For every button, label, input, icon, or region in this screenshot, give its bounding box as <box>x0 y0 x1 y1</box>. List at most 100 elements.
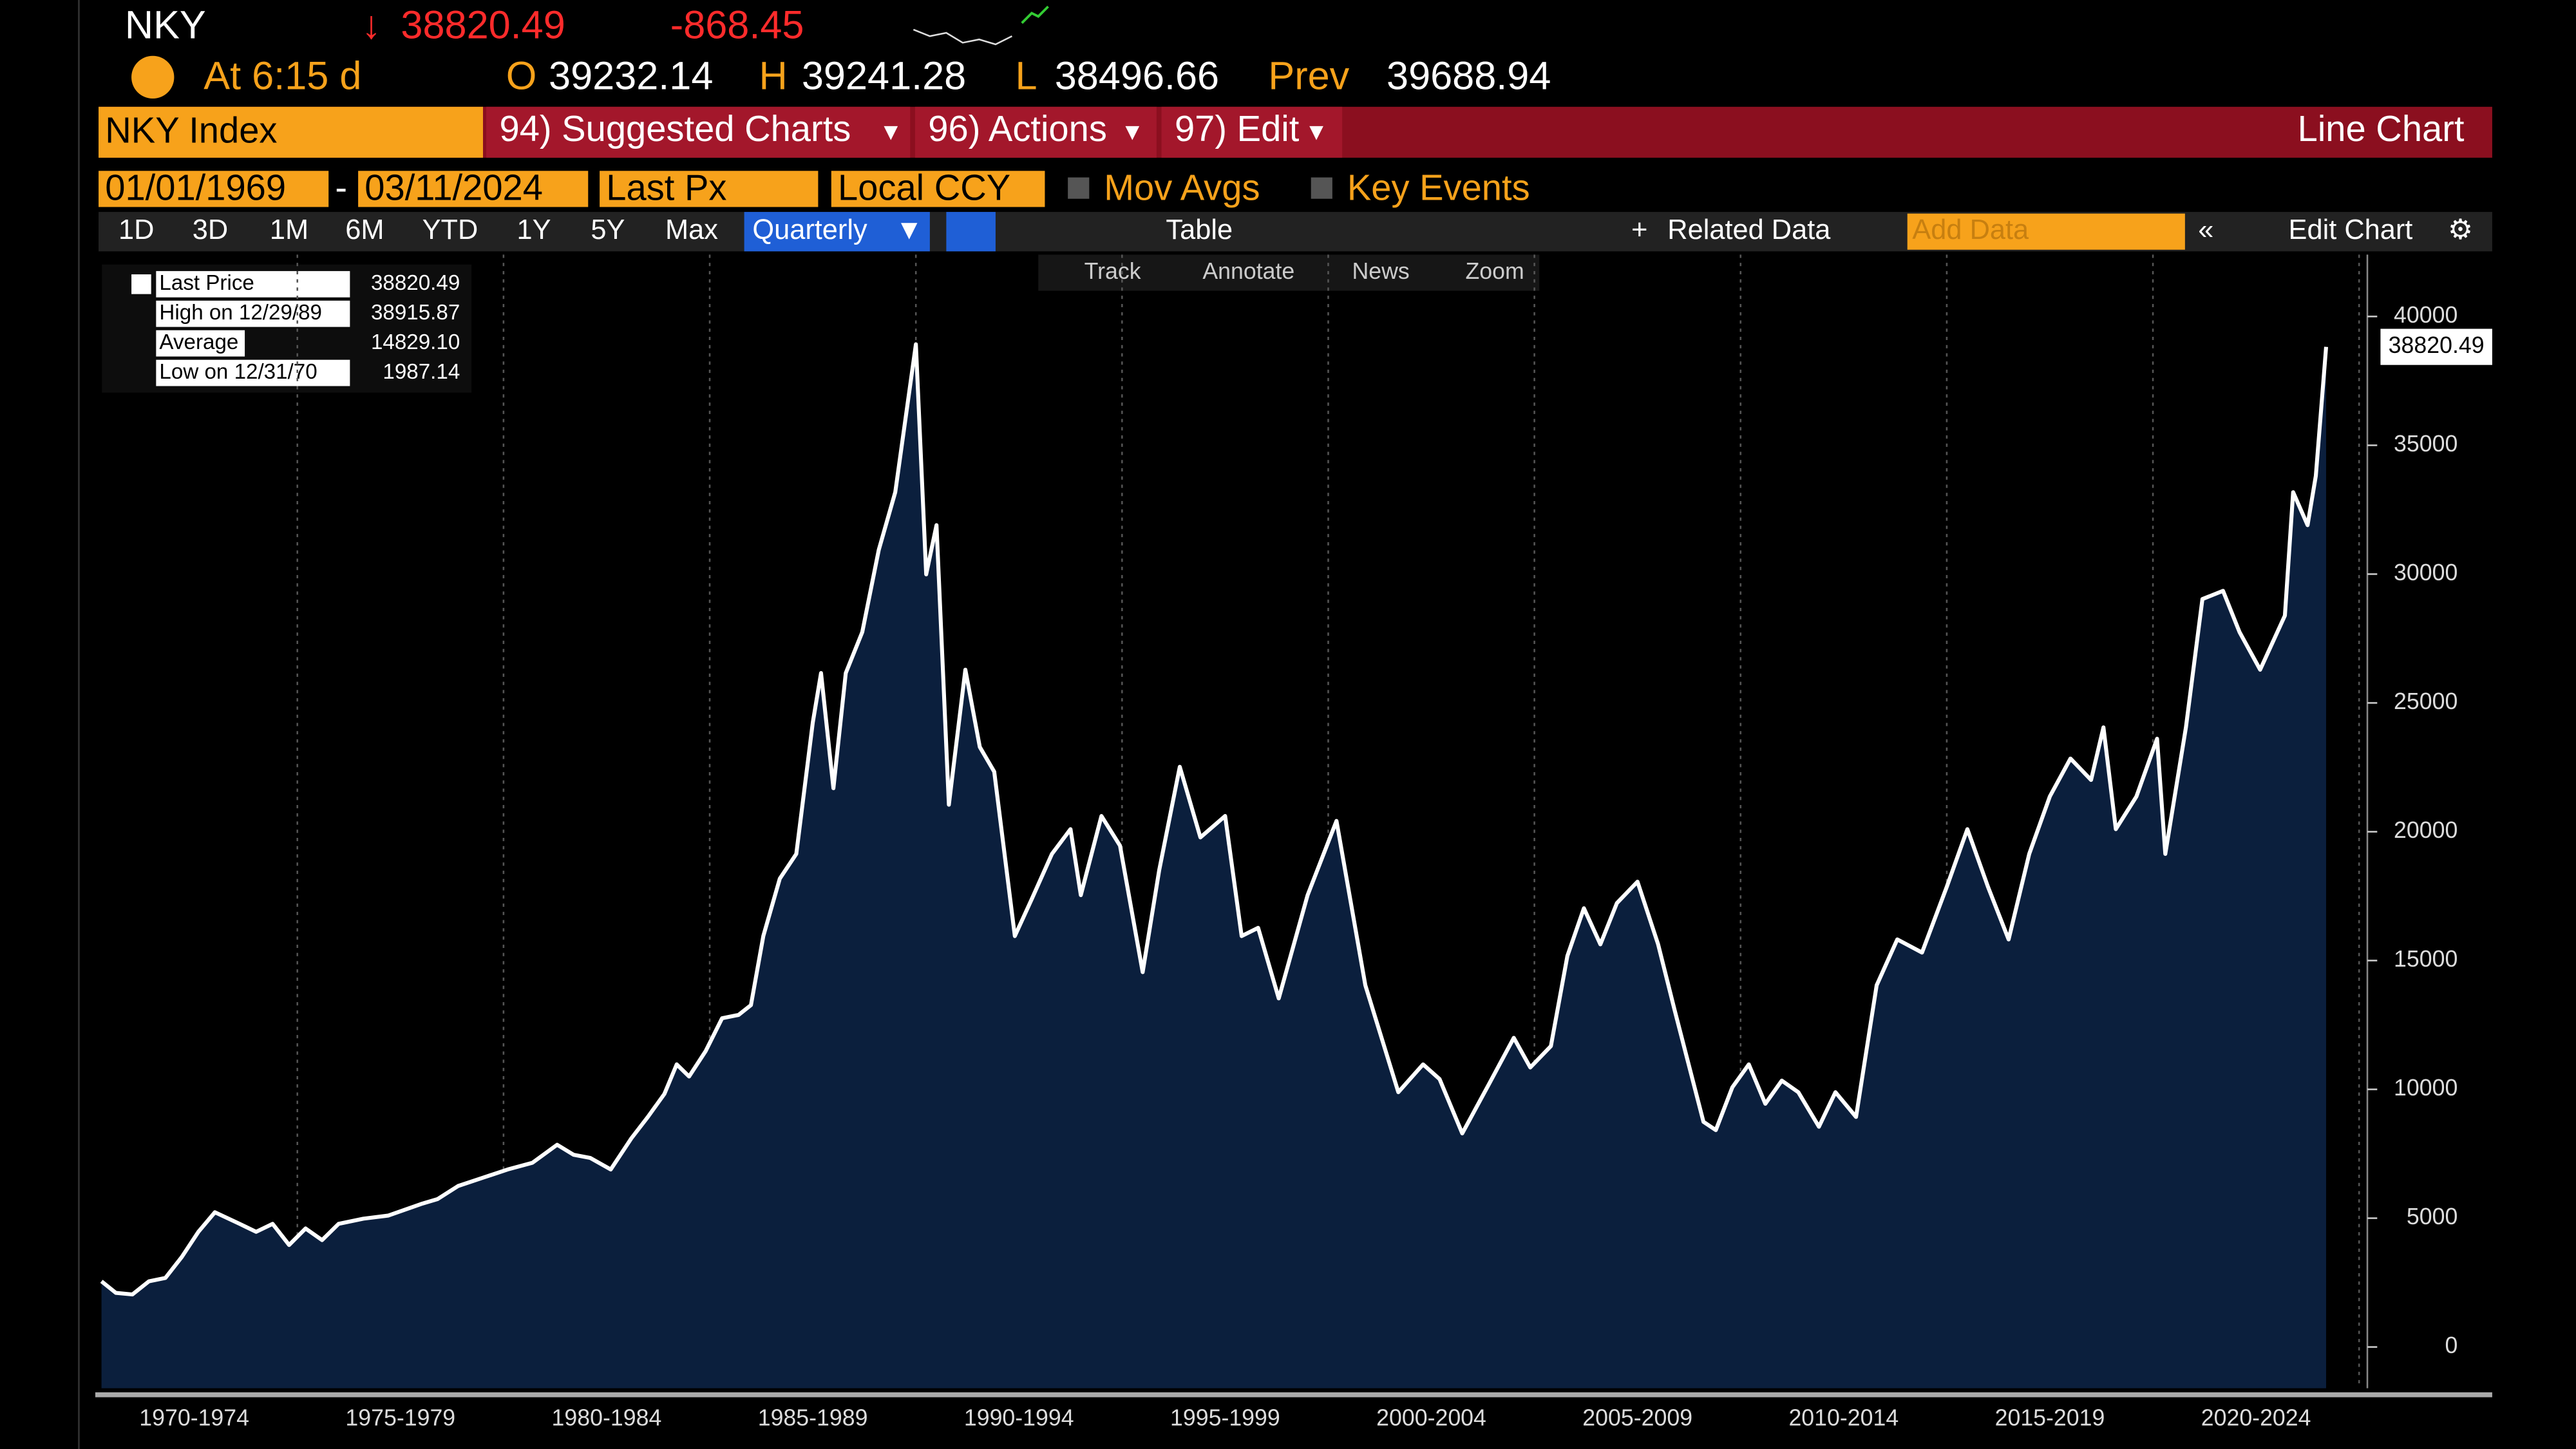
key-events[interactable]: Key Events <box>1347 167 1530 208</box>
low-label: L <box>1016 54 1037 98</box>
y-tick-label: 15000 <box>2394 946 2458 972</box>
area <box>101 344 2326 1388</box>
currency[interactable]: Local CCY <box>838 167 1010 208</box>
high-label: H <box>759 54 788 98</box>
legend-label-bg <box>156 270 350 298</box>
sparkline <box>913 28 1012 46</box>
field[interactable]: Last Px <box>606 167 726 208</box>
open: 39232.14 <box>549 54 713 98</box>
period-button[interactable]: Max <box>665 214 718 245</box>
checkbox[interactable] <box>1311 177 1332 199</box>
security[interactable]: NKY Index <box>105 109 277 150</box>
high: 39241.28 <box>802 54 966 98</box>
suggested-charts[interactable]: 94) Suggested Charts <box>500 108 851 149</box>
menu-button[interactable] <box>1161 106 1343 158</box>
period-button[interactable]: 6M <box>345 214 384 245</box>
caret: ▾ <box>1309 116 1323 147</box>
y-tick-label: 5000 <box>2407 1204 2458 1229</box>
menu-button[interactable] <box>914 106 1157 158</box>
legend-value: 38915.87 <box>371 301 460 325</box>
legend-label: High on 12/29/89 <box>159 301 322 325</box>
table[interactable]: Table <box>1166 214 1233 245</box>
caret: ▼ <box>895 214 923 245</box>
add-data-box[interactable] <box>1907 213 2185 250</box>
menu-button[interactable] <box>486 106 911 158</box>
gauge-icon <box>131 55 175 99</box>
x-tick-label: 1995-1999 <box>1170 1405 1280 1431</box>
settings-icon[interactable]: ⚙ <box>2448 214 2473 245</box>
end-date[interactable]: 03/11/2024 <box>365 167 543 208</box>
tool-button[interactable]: Zoom <box>1466 258 1524 284</box>
x-tick-label: 2010-2014 <box>1788 1405 1899 1431</box>
tool-button[interactable]: Annotate <box>1202 258 1294 284</box>
collapse[interactable]: « <box>2198 214 2213 245</box>
open-label: O <box>506 54 537 98</box>
prev-label: Prev <box>1268 54 1349 98</box>
period-button[interactable]: 3D <box>193 214 228 245</box>
y-tick-label: 30000 <box>2394 560 2458 585</box>
last-price-label: 38820.49 <box>2389 332 2485 358</box>
low: 38496.66 <box>1055 54 1219 98</box>
caret: ▾ <box>1125 116 1139 147</box>
line <box>100 342 2329 1297</box>
plus: + <box>1631 214 1647 245</box>
time: At 6:15 d <box>204 54 361 98</box>
legend-label: Last Price <box>159 271 254 295</box>
caret: ▾ <box>884 116 898 147</box>
actions[interactable]: 96) Actions <box>928 108 1107 149</box>
x-tick-label: 2000-2004 <box>1376 1405 1486 1431</box>
mov-avgs[interactable]: Mov Avgs <box>1104 167 1260 208</box>
y-tick-label: 20000 <box>2394 817 2458 843</box>
legend-label: Low on 12/31/70 <box>159 360 317 384</box>
start-date-box[interactable] <box>99 171 329 207</box>
tool-button[interactable]: Track <box>1084 258 1141 284</box>
start-date[interactable]: 01/01/1969 <box>105 167 286 208</box>
last-price: 38820.49 <box>401 3 565 47</box>
period-button[interactable]: 5Y <box>591 214 625 245</box>
edit[interactable]: 97) Edit <box>1175 108 1300 149</box>
period-button[interactable]: YTD <box>422 214 478 245</box>
edit-chart[interactable]: Edit Chart <box>2289 214 2413 245</box>
chart-kind: Line Chart <box>2298 108 2465 149</box>
period-button[interactable]: 1M <box>270 214 308 245</box>
line-icon[interactable] <box>946 212 996 252</box>
x-tick-label: 1975-1979 <box>345 1405 455 1431</box>
add-data[interactable]: Add Data <box>1912 214 2029 245</box>
y-tick-label: 35000 <box>2394 431 2458 457</box>
period-button[interactable]: 1D <box>118 214 154 245</box>
dash: - <box>335 167 347 208</box>
security-box[interactable] <box>99 106 483 158</box>
legend-label-bg <box>156 359 350 386</box>
y-tick-label: 25000 <box>2394 688 2458 714</box>
x-tick-label: 1990-1994 <box>964 1405 1074 1431</box>
checkbox[interactable] <box>1068 177 1090 199</box>
last-price-tag <box>2380 328 2492 365</box>
period-button[interactable]: 1Y <box>517 214 551 245</box>
legend-label: Average <box>159 330 238 354</box>
x-tick-label: 1980-1984 <box>552 1405 662 1431</box>
frequency[interactable]: Quarterly <box>752 214 867 245</box>
legend-value: 14829.10 <box>371 330 460 354</box>
field-box[interactable] <box>600 171 819 207</box>
legend-label-bg <box>156 300 350 327</box>
ticker: NKY <box>125 3 206 47</box>
change: -868.45 <box>670 3 804 47</box>
x-tick-label: 2005-2009 <box>1582 1405 1692 1431</box>
end-date-box[interactable] <box>358 171 589 207</box>
tool-button[interactable]: News <box>1352 258 1409 284</box>
legend-label-bg <box>156 330 245 357</box>
x-tick-label: 2015-2019 <box>1995 1405 2105 1431</box>
legend-swatch <box>131 274 151 294</box>
related-data[interactable]: Related Data <box>1667 214 1831 245</box>
frequency-box[interactable] <box>744 212 930 252</box>
y-tick-label: 0 <box>2445 1332 2458 1358</box>
x-tick-label: 2020-2024 <box>2201 1405 2311 1431</box>
x-tick-label: 1970-1974 <box>139 1405 249 1431</box>
currency-box[interactable] <box>831 171 1045 207</box>
y-tick-label: 40000 <box>2394 302 2458 328</box>
y-tick-label: 10000 <box>2394 1075 2458 1101</box>
sparkline-up <box>1021 5 1049 24</box>
legend-value: 1987.14 <box>383 360 460 384</box>
legend-value: 38820.49 <box>371 271 460 295</box>
